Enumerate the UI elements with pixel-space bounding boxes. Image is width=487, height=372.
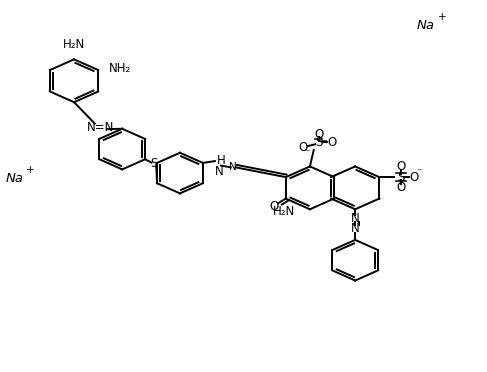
Text: S: S xyxy=(315,136,322,149)
Text: O: O xyxy=(314,128,323,141)
Text: Na: Na xyxy=(5,172,23,185)
Text: N=N: N=N xyxy=(87,121,114,134)
Text: S: S xyxy=(397,171,405,184)
Text: O: O xyxy=(327,136,336,149)
Text: NH₂: NH₂ xyxy=(109,62,131,75)
Text: H₂N: H₂N xyxy=(273,205,296,218)
Text: O: O xyxy=(269,200,279,213)
Text: N: N xyxy=(351,212,359,225)
Text: H₂N: H₂N xyxy=(63,38,85,51)
Text: O: O xyxy=(298,141,307,154)
Text: ⁻: ⁻ xyxy=(305,148,310,158)
Text: S: S xyxy=(150,157,157,170)
Text: N: N xyxy=(351,222,359,235)
Text: O: O xyxy=(396,181,406,194)
Text: O: O xyxy=(396,160,406,173)
Text: +: + xyxy=(437,12,446,22)
Text: ⁻: ⁻ xyxy=(416,168,422,178)
Text: N: N xyxy=(229,162,237,172)
Text: Na: Na xyxy=(417,19,435,32)
Text: H: H xyxy=(217,154,226,167)
Text: N: N xyxy=(215,165,224,178)
Text: O: O xyxy=(410,171,419,184)
Text: +: + xyxy=(26,165,35,175)
